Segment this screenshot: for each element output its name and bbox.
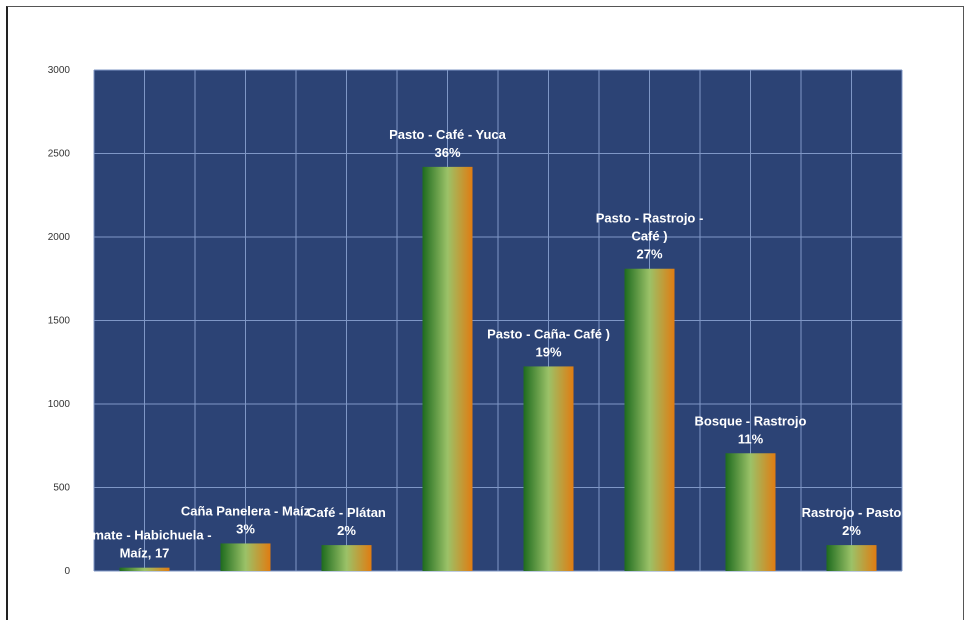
y-tick-label: 2000 — [48, 232, 71, 243]
data-label: 36% — [434, 145, 460, 160]
data-label: Café - Plátan — [307, 505, 386, 520]
data-label: 19% — [535, 344, 561, 359]
bar-3 — [321, 545, 372, 571]
bar-5 — [523, 366, 574, 571]
y-tick-label: 500 — [53, 483, 70, 494]
bar-6 — [624, 268, 675, 571]
data-label: Rastrojo - Pasto — [802, 505, 902, 520]
data-label: 2% — [842, 523, 861, 538]
data-label: Pasto - Café - Yuca — [389, 127, 507, 142]
data-label: 11% — [738, 431, 764, 446]
chart-frame — [6, 6, 964, 620]
data-label: 3% — [236, 521, 255, 536]
data-label: Pasto - Caña- Café ) — [487, 326, 610, 341]
data-label: Bosque - Rastrojo — [695, 413, 807, 428]
data-label: Maíz, 17 — [120, 546, 170, 561]
y-tick-label: 2500 — [48, 149, 71, 160]
data-label: Caña Panelera - Maíz — [181, 503, 311, 518]
y-tick-label: 3000 — [48, 65, 71, 76]
bars — [119, 166, 877, 572]
data-label: 2% — [337, 523, 356, 538]
y-tick-label: 1000 — [48, 399, 71, 410]
bar-4 — [422, 166, 473, 572]
data-label: Café ) — [631, 229, 667, 244]
y-tick-label: 1500 — [48, 316, 71, 327]
bar-8 — [826, 545, 877, 571]
data-label: Pasto - Rastrojo - — [596, 211, 704, 226]
bar-7 — [725, 453, 776, 571]
y-tick-label: 0 — [64, 566, 70, 577]
bar-2 — [220, 543, 271, 571]
data-label: 27% — [636, 247, 662, 262]
bar-1 — [119, 567, 170, 571]
data-labels: Tomate - Habichuela - Maíz, 17 Caña Panele… — [77, 127, 901, 561]
data-label: Tomate - Habichuela - — [77, 528, 211, 543]
y-axis: 0 500 1000 1500 2000 2500 3000 — [48, 65, 71, 577]
